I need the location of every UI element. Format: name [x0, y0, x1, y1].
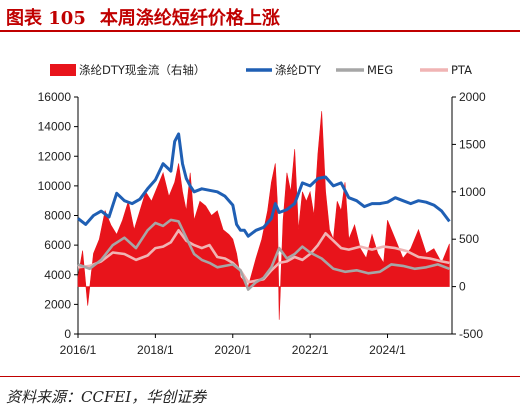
left-tick-label: 10000 — [38, 179, 72, 193]
right-tick-label: 0 — [459, 280, 466, 294]
legend-swatch-0 — [50, 64, 76, 76]
series-line-meg — [77, 218, 450, 291]
title-rule — [0, 30, 520, 32]
x-tick-label: 2018/1 — [137, 343, 174, 357]
left-tick-label: 14000 — [38, 120, 72, 134]
legend-label-3: PTA — [451, 63, 472, 77]
left-tick-label: 6000 — [44, 238, 71, 252]
left-tick-label: 12000 — [38, 149, 72, 163]
right-tick-label: 1000 — [459, 185, 486, 199]
source-note: 资料来源：CCFEI，华创证券 — [6, 388, 207, 406]
left-tick-label: 8000 — [44, 209, 71, 223]
left-tick-label: 0 — [64, 327, 71, 341]
legend-label-1: 涤纶DTY — [275, 63, 322, 77]
series-area-dty-cashflow — [77, 111, 450, 320]
x-tick-label: 2022/1 — [292, 343, 329, 357]
x-tick-label: 2016/1 — [60, 343, 97, 357]
right-tick-label: 500 — [459, 232, 479, 246]
left-tick-label: 16000 — [38, 90, 72, 104]
left-tick-label: 2000 — [44, 297, 71, 311]
right-tick-label: 1500 — [459, 137, 486, 151]
right-tick-label: 2000 — [459, 90, 486, 104]
x-tick-label: 2024/1 — [369, 343, 406, 357]
x-tick-label: 2020/1 — [214, 343, 251, 357]
chart: 0200040006000800010000120001400016000-50… — [38, 63, 486, 357]
series-line-dty — [77, 132, 451, 238]
right-tick-label: -500 — [459, 327, 483, 341]
source-rule — [0, 376, 520, 377]
left-tick-label: 4000 — [44, 268, 71, 282]
title-text: 本周涤纶短纤价格上涨 — [99, 8, 280, 29]
figure-label: 图表 105 — [6, 8, 86, 29]
chart-title: 图表 105 本周涤纶短纤价格上涨 — [6, 4, 280, 30]
legend-label-2: MEG — [367, 63, 393, 77]
legend-label-0: 涤纶DTY现金流（右轴） — [79, 63, 205, 77]
